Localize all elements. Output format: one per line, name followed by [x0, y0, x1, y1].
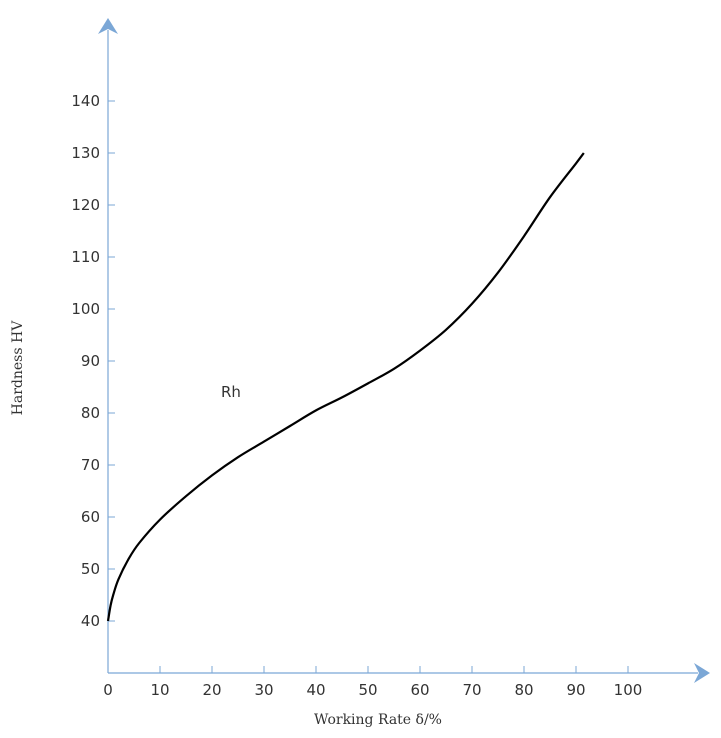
- y-tick-label: 50: [81, 560, 100, 578]
- x-axis: 0 10 20 30 40 50 60 70 80 90 100: [103, 663, 710, 699]
- x-tick-label: 90: [566, 681, 585, 699]
- x-tick-label: 70: [462, 681, 481, 699]
- x-tick-label: 100: [614, 681, 643, 699]
- x-tick-label: 80: [514, 681, 533, 699]
- series-label-rh: Rh: [221, 383, 241, 401]
- y-axis-arrow-icon: [98, 18, 118, 34]
- x-tick-label: 60: [410, 681, 429, 699]
- y-axis: 40 50 60 70 80 90 100 110 120 130 140: [71, 18, 118, 673]
- y-tick-label: 130: [71, 144, 100, 162]
- series-line-rh: [106, 152, 585, 622]
- y-tick-label: 110: [71, 248, 100, 266]
- y-tick-label: 100: [71, 300, 100, 318]
- y-axis-title: Hardness HV: [10, 320, 26, 416]
- y-tick-label: 140: [71, 92, 100, 110]
- x-tick-label: 20: [202, 681, 221, 699]
- y-tick-label: 40: [81, 612, 100, 630]
- x-axis-title: Working Rate δ/%: [314, 712, 442, 728]
- x-tick-label: 10: [150, 681, 169, 699]
- x-tick-label: 50: [358, 681, 377, 699]
- y-tick-label: 90: [81, 352, 100, 370]
- x-axis-arrow-icon: [694, 663, 710, 683]
- x-ticks: 0 10 20 30 40 50 60 70 80 90 100: [103, 666, 642, 699]
- x-tick-label: 30: [254, 681, 273, 699]
- x-tick-label: 40: [306, 681, 325, 699]
- y-tick-label: 80: [81, 404, 100, 422]
- x-tick-label: 0: [103, 681, 113, 699]
- y-tick-label: 70: [81, 456, 100, 474]
- y-tick-label: 60: [81, 508, 100, 526]
- y-ticks: 40 50 60 70 80 90 100 110 120 130 140: [71, 92, 115, 630]
- y-tick-label: 120: [71, 196, 100, 214]
